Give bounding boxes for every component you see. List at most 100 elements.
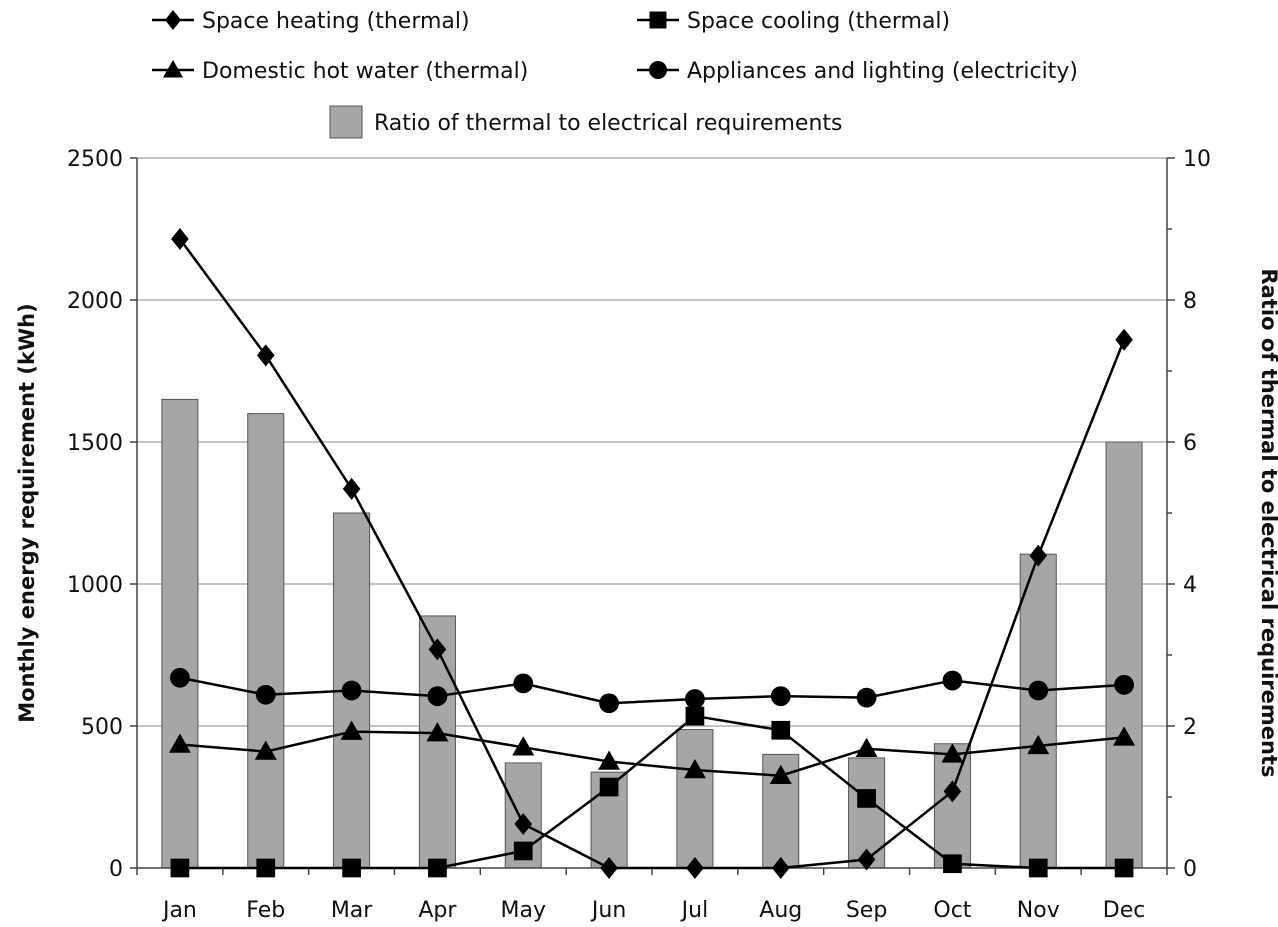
y2-tick-label: 0 xyxy=(1183,857,1197,882)
series-line xyxy=(179,730,1125,777)
data-point xyxy=(771,857,790,879)
data-point xyxy=(170,858,190,878)
data-point xyxy=(256,344,275,367)
x-tick-label: Jul xyxy=(680,898,709,923)
x-tick-label: Oct xyxy=(933,898,971,923)
data-point xyxy=(1028,858,1048,878)
data-point xyxy=(855,737,878,757)
data-point xyxy=(600,857,618,879)
data-point xyxy=(1114,674,1134,695)
data-point xyxy=(685,706,705,726)
data-point xyxy=(513,673,534,694)
data-point xyxy=(342,477,361,500)
legend-marker-square xyxy=(649,11,667,29)
series-square xyxy=(170,706,1134,878)
y2-tick-label: 6 xyxy=(1183,431,1197,456)
data-point xyxy=(428,858,447,878)
legend: Space heating (thermal) Space cooling (th… xyxy=(152,9,1078,139)
data-point xyxy=(255,684,276,705)
legend-item: Domestic hot water (thermal) xyxy=(152,59,528,84)
bar xyxy=(247,413,285,869)
data-point xyxy=(1028,680,1049,701)
data-point xyxy=(771,720,791,740)
line-series xyxy=(168,227,1136,879)
data-point xyxy=(1027,734,1050,755)
x-tick-label: Jan xyxy=(161,898,197,923)
legend-item: Ratio of thermal to electrical requireme… xyxy=(329,105,843,139)
y2-axis-title: Ratio of thermal to electrical requireme… xyxy=(1257,269,1278,778)
x-tick-label: Sep xyxy=(846,898,887,923)
y2-tick-label: 10 xyxy=(1183,147,1211,172)
legend-item: Appliances and lighting (electricity) xyxy=(637,59,1078,84)
data-point xyxy=(1114,858,1134,878)
data-point xyxy=(685,689,705,709)
x-tick-label: Aug xyxy=(759,898,802,923)
data-point xyxy=(599,693,619,714)
x-tick-label: Mar xyxy=(331,898,373,923)
series-circle xyxy=(170,667,1134,714)
legend-swatch xyxy=(329,105,363,139)
data-point xyxy=(770,686,791,707)
legend-marker-circle xyxy=(649,61,667,79)
data-point xyxy=(857,789,876,808)
data-point xyxy=(512,736,535,756)
legend-item: Space cooling (thermal) xyxy=(637,9,950,34)
data-point xyxy=(170,667,190,688)
series-line xyxy=(179,676,1125,705)
data-point xyxy=(513,841,533,861)
bar-series xyxy=(161,398,1143,869)
data-point xyxy=(943,780,962,803)
grid-lines xyxy=(137,157,1167,727)
legend-label: Ratio of thermal to electrical requireme… xyxy=(374,111,843,136)
data-point xyxy=(428,638,447,661)
legend-marker-diamond xyxy=(165,10,181,30)
tick-labels: 0 500 1000 1500 2000 2500 0 2 4 6 8 10 Jan Feb Mar Apr M… xyxy=(67,147,1211,923)
data-point xyxy=(683,759,706,779)
data-point xyxy=(1115,328,1133,351)
series-line xyxy=(178,238,1126,870)
x-tick-label: Feb xyxy=(246,898,285,923)
bar xyxy=(933,743,971,869)
legend-label: Appliances and lighting (electricity) xyxy=(687,59,1078,84)
data-point xyxy=(942,670,963,691)
y-tick-label: 1000 xyxy=(67,573,123,598)
data-point xyxy=(857,848,876,871)
data-point xyxy=(598,750,621,770)
y-tick-label: 1500 xyxy=(67,431,123,456)
data-point xyxy=(342,858,361,878)
bar xyxy=(1105,441,1143,869)
legend-label: Space heating (thermal) xyxy=(202,9,470,34)
x-tick-label: Dec xyxy=(1103,898,1146,923)
data-point xyxy=(1029,544,1048,567)
series-triangle xyxy=(168,720,1136,784)
y-tick-label: 2000 xyxy=(67,289,123,314)
y-tick-label: 0 xyxy=(109,857,123,882)
y-tick-label: 2500 xyxy=(67,147,123,172)
data-point xyxy=(254,740,277,760)
y2-tick-label: 2 xyxy=(1183,715,1197,740)
y2-tick-label: 8 xyxy=(1183,289,1197,314)
series-diamond xyxy=(171,227,1133,879)
axes xyxy=(130,157,1175,875)
data-point xyxy=(168,733,191,753)
x-tick-label: Apr xyxy=(418,898,457,923)
data-point xyxy=(256,858,276,878)
y-tick-label: 500 xyxy=(81,715,123,740)
x-tick-label: Nov xyxy=(1017,898,1060,923)
y-axis-title: Monthly energy requirement (kWh) xyxy=(15,303,39,722)
y2-tick-label: 4 xyxy=(1183,573,1197,598)
x-tick-label: May xyxy=(501,898,546,923)
data-point xyxy=(427,686,448,707)
legend-label: Domestic hot water (thermal) xyxy=(202,59,528,84)
data-point xyxy=(1113,726,1136,746)
legend-item: Space heating (thermal) xyxy=(152,9,470,34)
data-point xyxy=(856,687,877,708)
data-point xyxy=(686,857,704,879)
data-point xyxy=(426,722,449,742)
bar xyxy=(676,729,714,869)
x-tick-label: Jun xyxy=(590,898,626,923)
data-point xyxy=(769,764,792,784)
data-point xyxy=(341,680,362,701)
series-line xyxy=(179,714,1125,870)
